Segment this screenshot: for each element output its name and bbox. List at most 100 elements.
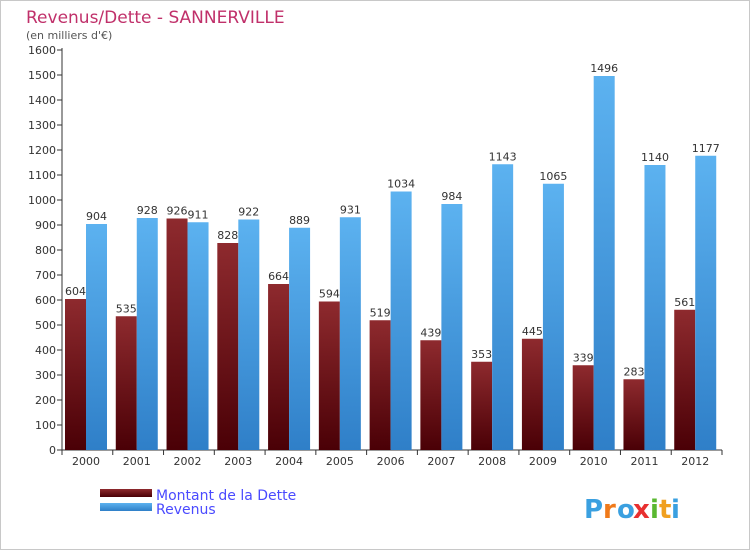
bar-revenus bbox=[136, 218, 158, 450]
data-label-dette: 828 bbox=[217, 229, 238, 242]
x-tick-label: 2010 bbox=[580, 455, 608, 468]
logo-letter: i bbox=[671, 495, 680, 525]
bar-dette bbox=[268, 284, 290, 450]
y-tick-label: 900 bbox=[35, 219, 56, 232]
y-tick-label: 1400 bbox=[28, 94, 56, 107]
bar-dette bbox=[166, 218, 188, 450]
chart-title: Revenus/Dette - SANNERVILLE bbox=[26, 8, 285, 28]
bar-revenus bbox=[695, 155, 717, 450]
x-tick-label: 2003 bbox=[224, 455, 252, 468]
x-tick-label: 2000 bbox=[72, 455, 100, 468]
data-label-revenus: 931 bbox=[340, 203, 361, 216]
data-label-dette: 604 bbox=[65, 285, 86, 298]
y-tick-label: 800 bbox=[35, 244, 56, 257]
x-tick-label: 2008 bbox=[478, 455, 506, 468]
data-label-dette: 664 bbox=[268, 270, 289, 283]
data-label-dette: 594 bbox=[319, 288, 340, 301]
bar-dette bbox=[674, 309, 696, 450]
x-tick-label: 2012 bbox=[681, 455, 709, 468]
data-label-revenus: 889 bbox=[289, 214, 310, 227]
bar-revenus bbox=[187, 222, 209, 450]
chart-subtitle: (en milliers d'€) bbox=[26, 29, 112, 42]
y-tick-label: 1500 bbox=[28, 69, 56, 82]
bar-dette bbox=[65, 299, 86, 450]
logo-letter: x bbox=[633, 495, 650, 525]
logo-letter: t bbox=[659, 495, 671, 525]
x-tick-label: 2004 bbox=[275, 455, 303, 468]
data-label-revenus: 922 bbox=[238, 206, 259, 219]
x-tick-label: 2006 bbox=[377, 455, 405, 468]
data-label-revenus: 1177 bbox=[692, 142, 720, 155]
bar-revenus bbox=[492, 164, 514, 450]
data-label-revenus: 904 bbox=[86, 210, 107, 223]
logo-letter: i bbox=[650, 495, 659, 525]
bar-dette bbox=[471, 361, 493, 450]
bar-dette bbox=[115, 316, 137, 450]
bar-dette bbox=[572, 365, 594, 450]
data-label-dette: 445 bbox=[522, 325, 543, 338]
x-tick-label: 2009 bbox=[529, 455, 557, 468]
data-label-dette: 283 bbox=[623, 365, 644, 378]
bar-revenus bbox=[86, 224, 107, 450]
bar-revenus bbox=[339, 217, 361, 450]
y-tick-label: 1100 bbox=[28, 169, 56, 182]
data-label-revenus: 911 bbox=[188, 208, 209, 221]
logo-letter: o bbox=[617, 495, 635, 525]
legend-swatch-dette bbox=[100, 489, 152, 497]
bar-revenus bbox=[593, 76, 615, 450]
x-tick-label: 2005 bbox=[326, 455, 354, 468]
bar-dette bbox=[623, 379, 645, 450]
bar-revenus bbox=[390, 191, 412, 450]
y-tick-label: 500 bbox=[35, 319, 56, 332]
y-tick-label: 200 bbox=[35, 394, 56, 407]
data-label-dette: 926 bbox=[167, 205, 188, 218]
data-label-dette: 561 bbox=[674, 296, 695, 309]
bar-revenus bbox=[644, 165, 666, 450]
data-label-revenus: 1496 bbox=[590, 62, 618, 75]
legend-label-revenus: Revenus bbox=[156, 502, 216, 518]
y-axis-ticks: 0 100 200 300 400 500 600 700 800 900 1000 1100 1200… bbox=[28, 44, 62, 457]
bar-revenus bbox=[238, 219, 260, 450]
data-label-revenus: 1143 bbox=[489, 150, 517, 163]
y-tick-label: 100 bbox=[35, 419, 56, 432]
logo-letter: P bbox=[584, 495, 603, 525]
data-label-dette: 535 bbox=[116, 302, 137, 315]
y-tick-label: 0 bbox=[49, 444, 56, 457]
y-tick-label: 1600 bbox=[28, 44, 56, 57]
data-label-revenus: 1034 bbox=[387, 178, 415, 191]
bar-revenus bbox=[441, 204, 463, 450]
data-label-revenus: 1140 bbox=[641, 151, 669, 164]
bar-dette bbox=[217, 243, 239, 450]
y-tick-label: 600 bbox=[35, 294, 56, 307]
y-tick-label: 1200 bbox=[28, 144, 56, 157]
x-tick-label: 2002 bbox=[174, 455, 202, 468]
legend-label-dette: Montant de la Dette bbox=[156, 488, 296, 504]
data-label-dette: 519 bbox=[370, 306, 391, 319]
bar-dette bbox=[318, 301, 340, 450]
data-label-dette: 439 bbox=[420, 326, 441, 339]
data-label-dette: 339 bbox=[573, 351, 594, 364]
x-tick-label: 2011 bbox=[630, 455, 658, 468]
bar-dette bbox=[521, 338, 543, 450]
y-tick-label: 700 bbox=[35, 269, 56, 282]
y-tick-label: 1300 bbox=[28, 119, 56, 132]
bar-dette bbox=[369, 320, 391, 450]
data-label-revenus: 1065 bbox=[539, 170, 567, 183]
y-tick-label: 400 bbox=[35, 344, 56, 357]
data-label-revenus: 928 bbox=[137, 204, 158, 217]
y-tick-label: 1000 bbox=[28, 194, 56, 207]
logo-letter: r bbox=[603, 495, 616, 525]
x-axis-ticks: 2000 2001 2002 2003 2004 2005 2006 2007 2008 2009… bbox=[61, 450, 723, 468]
legend-swatch-revenus bbox=[100, 503, 152, 511]
bar-dette bbox=[420, 340, 442, 450]
y-tick-label: 300 bbox=[35, 369, 56, 382]
bar-revenus bbox=[289, 227, 311, 450]
legend: Montant de la Dette Revenus bbox=[100, 488, 296, 518]
x-tick-label: 2007 bbox=[427, 455, 455, 468]
bar-revenus bbox=[542, 183, 564, 450]
data-label-dette: 353 bbox=[471, 348, 492, 361]
